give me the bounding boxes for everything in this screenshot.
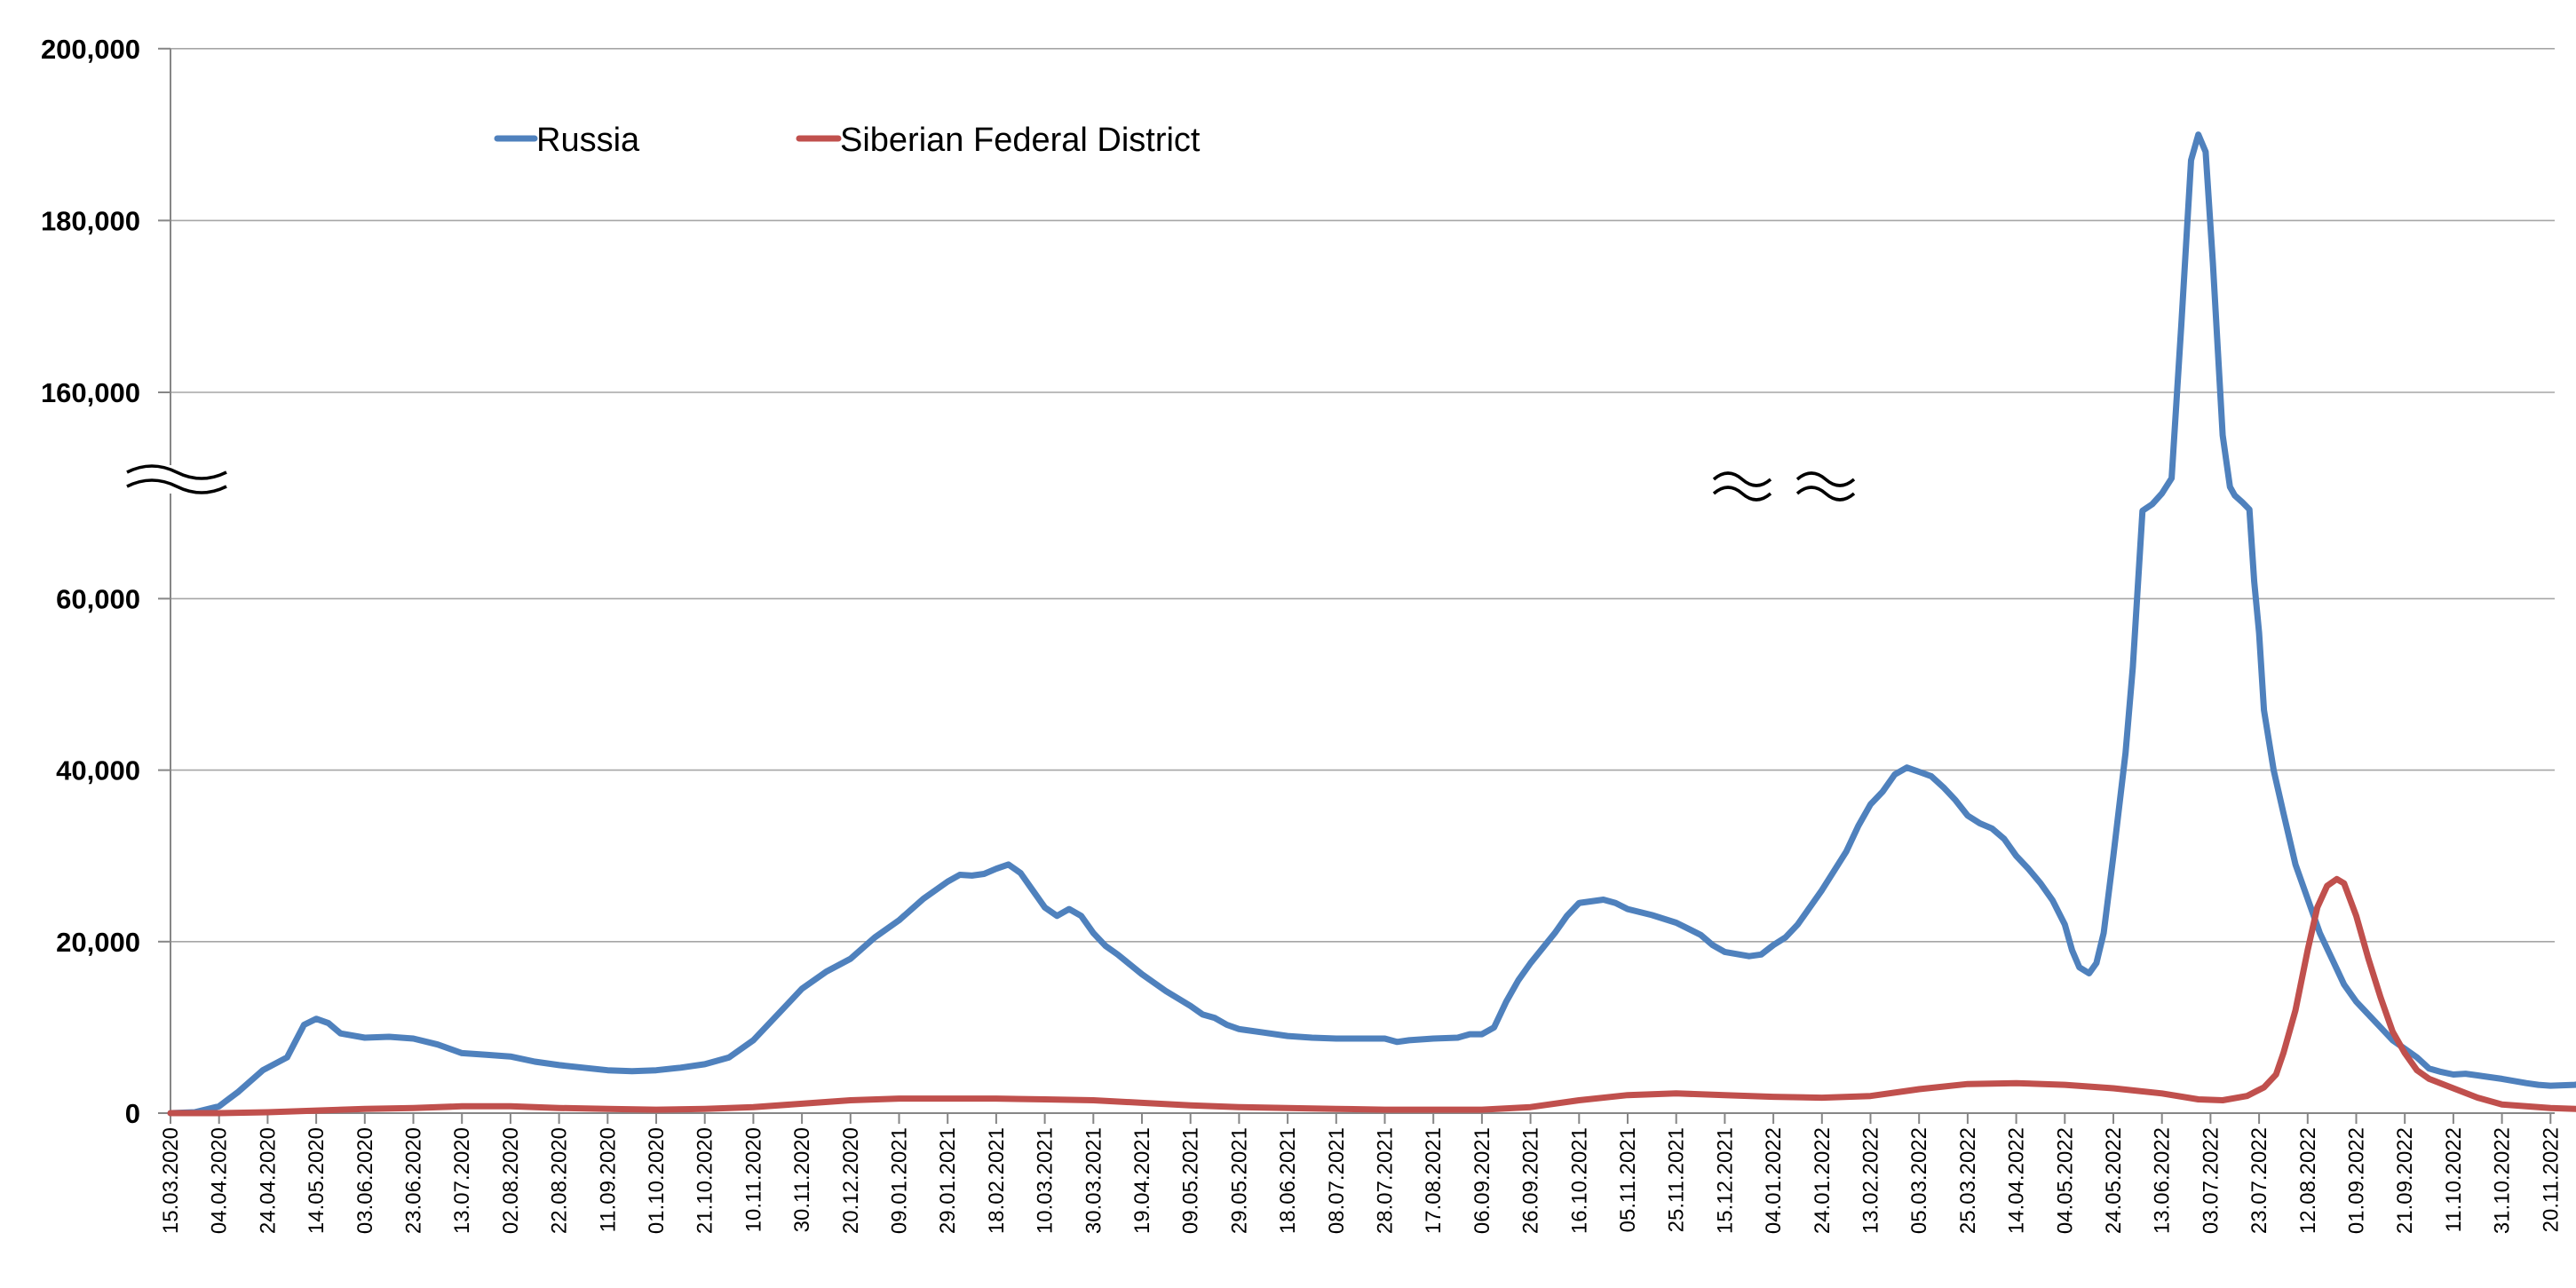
x-tick-label: 04.01.2022 — [1762, 1127, 1786, 1234]
x-tick-label: 13.06.2022 — [2151, 1127, 2175, 1234]
y-tick-labels: 0 20,000 40,000 60,000 160,000 180,000 200,000 — [41, 34, 140, 1129]
x-tick-label: 02.08.2020 — [499, 1127, 523, 1234]
y-axis-break-wave — [126, 478, 227, 494]
legend-label-siberian: Siberian Federal District — [840, 122, 1201, 159]
x-tick-label: 20.12.2020 — [839, 1127, 863, 1234]
x-tick-label: 09.05.2021 — [1179, 1127, 1203, 1234]
x-tick-label: 11.09.2020 — [596, 1127, 620, 1232]
x-tick-label: 03.07.2022 — [2199, 1127, 2223, 1234]
series-line-russia — [167, 131, 2576, 1117]
x-tick-label: 20.11.2022 — [2539, 1127, 2563, 1232]
gridlines — [170, 47, 2555, 943]
x-tick-label: 23.07.2022 — [2247, 1127, 2271, 1234]
x-tick-label: 14.04.2022 — [2005, 1127, 2029, 1234]
series-line-siberian — [167, 875, 2576, 1117]
series-break-right-wave — [1795, 471, 1856, 487]
x-tick-label: 25.11.2021 — [1665, 1127, 1689, 1232]
x-tick-label: 04.05.2022 — [2053, 1127, 2077, 1234]
x-tick-label: 11.10.2022 — [2442, 1127, 2466, 1232]
x-tick-label: 05.11.2021 — [1616, 1127, 1640, 1232]
x-tick-label: 09.01.2021 — [888, 1127, 912, 1234]
x-tick-label: 15.03.2020 — [159, 1127, 183, 1234]
y-tick-label: 0 — [125, 1098, 140, 1129]
x-tick-label: 15.12.2021 — [1713, 1127, 1737, 1234]
x-tick-label: 21.10.2020 — [694, 1127, 717, 1234]
series-break-left-wave — [1712, 486, 1772, 502]
y-tick-label: 200,000 — [41, 34, 140, 65]
x-tick-label: 08.07.2021 — [1325, 1127, 1349, 1234]
x-tick-label: 01.10.2020 — [645, 1127, 669, 1234]
series-break-right-wave — [1795, 486, 1856, 502]
x-tick-label: 30.03.2021 — [1082, 1127, 1106, 1234]
legend-label-russia: Russia — [536, 122, 640, 159]
axis-break-marks — [126, 464, 1856, 502]
x-tick-label: 23.06.2020 — [402, 1127, 426, 1234]
x-tick-label: 12.08.2022 — [2296, 1127, 2320, 1234]
series-break-right-mask — [1797, 472, 1854, 501]
x-tick-label: 13.02.2022 — [1859, 1127, 1883, 1234]
x-tick-label: 10.03.2021 — [1034, 1127, 1058, 1234]
x-tick-label: 18.02.2021 — [985, 1127, 1009, 1234]
series-break-left-wave — [1712, 471, 1772, 487]
y-tick-label: 40,000 — [56, 755, 140, 786]
x-tick-label: 28.07.2021 — [1374, 1127, 1398, 1234]
x-tick-label: 22.08.2020 — [548, 1127, 572, 1234]
x-tick-label: 19.04.2021 — [1130, 1127, 1154, 1234]
series-break-left-mask — [1714, 472, 1771, 501]
x-tick-label: 13.07.2020 — [450, 1127, 474, 1234]
x-tick-label: 29.01.2021 — [936, 1127, 960, 1234]
x-tick-label: 25.03.2022 — [1956, 1127, 1980, 1234]
x-tick-label: 26.09.2021 — [1519, 1127, 1543, 1234]
x-tick-label: 29.05.2021 — [1227, 1127, 1251, 1234]
x-tick-label: 30.11.2020 — [790, 1127, 814, 1232]
x-tick-label: 16.10.2021 — [1567, 1127, 1591, 1234]
axes — [158, 47, 2555, 1124]
y-tick-label: 160,000 — [41, 377, 140, 408]
x-tick-label: 24.04.2020 — [256, 1127, 280, 1234]
x-tick-label: 06.09.2021 — [1470, 1127, 1494, 1234]
x-tick-label: 01.09.2022 — [2345, 1127, 2369, 1234]
x-tick-label: 31.10.2022 — [2491, 1127, 2515, 1234]
x-tick-label: 14.05.2020 — [305, 1127, 329, 1234]
x-tick-label: 21.09.2022 — [2393, 1127, 2417, 1234]
y-axis-break-wave — [126, 464, 227, 480]
x-tick-label: 24.01.2022 — [1811, 1127, 1835, 1234]
y-tick-label: 20,000 — [56, 927, 140, 958]
x-tick-label: 10.11.2020 — [741, 1127, 765, 1232]
x-tick-label: 24.05.2022 — [2102, 1127, 2126, 1234]
x-tick-labels: 15.03.2020 04.04.2020 24.04.2020 14.05.2020… — [159, 1127, 2563, 1234]
series-lines — [167, 131, 2576, 1117]
x-tick-label: 04.04.2020 — [208, 1127, 232, 1234]
legend: Russia Siberian Federal District — [494, 122, 1201, 159]
x-tick-label: 18.06.2021 — [1276, 1127, 1300, 1234]
y-tick-label: 60,000 — [56, 583, 140, 614]
x-tick-label: 03.06.2020 — [353, 1127, 377, 1234]
x-tick-label: 05.03.2022 — [1907, 1127, 1931, 1234]
x-tick-label: 17.08.2021 — [1422, 1127, 1446, 1234]
y-axis-break-mask — [127, 465, 226, 494]
y-tick-label: 180,000 — [41, 205, 140, 236]
